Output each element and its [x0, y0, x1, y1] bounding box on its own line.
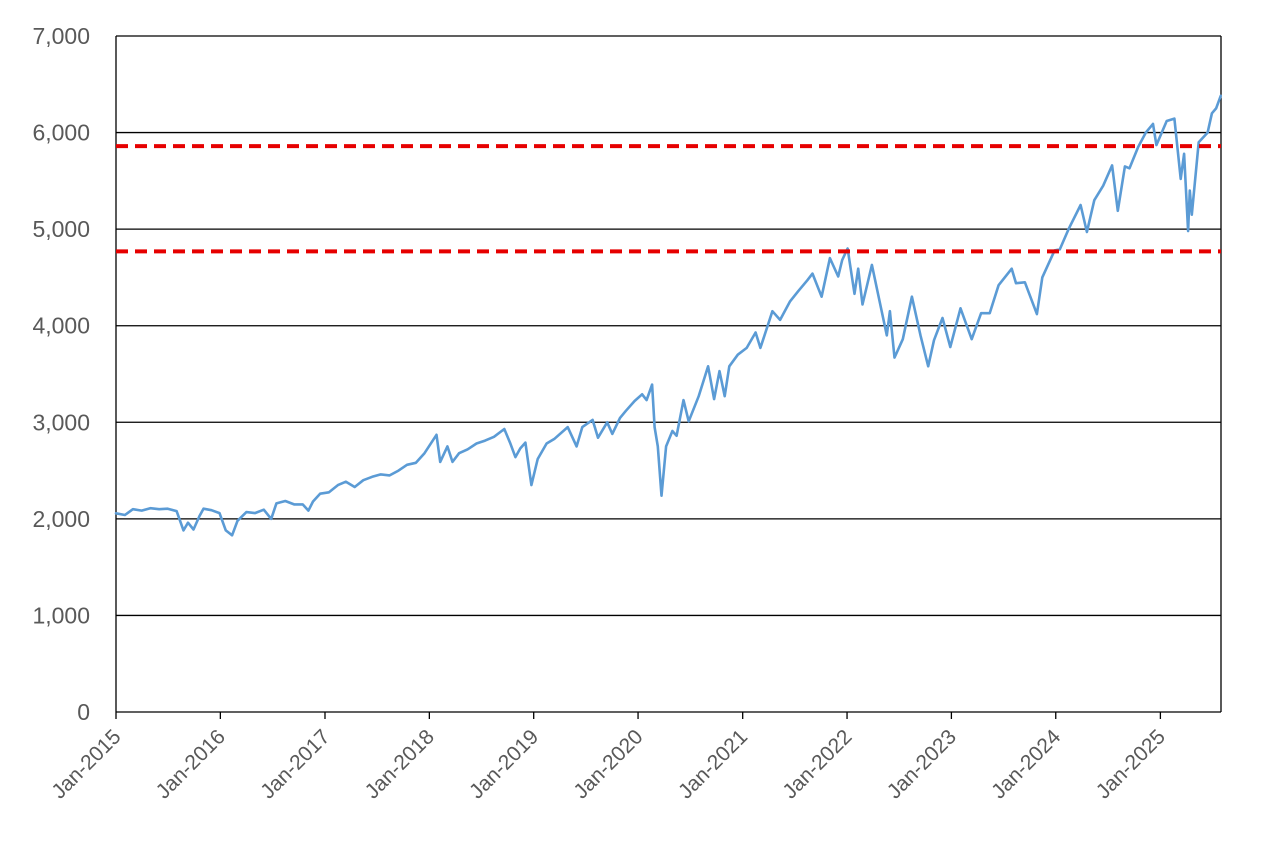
gridlines — [116, 35, 1221, 617]
reference-lines — [116, 144, 1221, 254]
y-tick-label: 3,000 — [32, 409, 90, 435]
axes — [115, 36, 1222, 719]
y-tick-label: 0 — [77, 699, 90, 725]
y-tick-label: 7,000 — [32, 23, 90, 49]
y-tick-label: 6,000 — [32, 120, 90, 146]
y-tick-label: 5,000 — [32, 216, 90, 242]
y-tick-label: 2,000 — [32, 506, 90, 532]
y-tick-label: 4,000 — [32, 313, 90, 339]
y-tick-label: 1,000 — [32, 602, 90, 628]
